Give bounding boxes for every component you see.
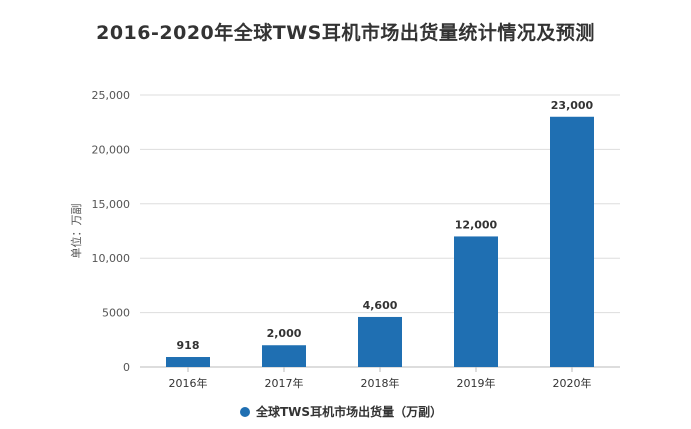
bar: [262, 345, 306, 367]
chart-title: 2016-2020年全球TWS耳机市场出货量统计情况及预测: [96, 22, 595, 44]
bar: [166, 357, 210, 367]
data-label: 918: [177, 339, 200, 352]
legend: 全球TWS耳机市场出货量（万副）: [240, 404, 442, 419]
y-tick-label: 10,000: [92, 252, 131, 265]
x-tick-label: 2020年: [553, 376, 592, 390]
y-tick-label: 5000: [102, 307, 130, 320]
bar: [550, 116, 594, 367]
x-tick-label: 2017年: [265, 376, 304, 390]
x-tick-label: 2019年: [457, 376, 496, 390]
y-tick-label: 25,000: [92, 89, 131, 102]
y-tick-label: 0: [123, 361, 130, 374]
y-axis-ticks: 0 5000 10,000 15,000 20,000 25,000: [92, 89, 131, 374]
x-tick-label: 2018年: [361, 376, 400, 390]
data-label: 12,000: [455, 218, 498, 231]
bars: 918 2,000 4,600 12,000 23,000: [166, 99, 594, 367]
bar: [358, 316, 402, 367]
y-tick-label: 20,000: [92, 143, 131, 156]
data-label: 23,000: [551, 99, 594, 112]
data-label: 4,600: [363, 299, 398, 312]
bar: [454, 236, 498, 367]
x-axis-ticks: 2016年 2017年 2018年 2019年 2020年: [169, 367, 592, 390]
data-label: 2,000: [267, 327, 302, 340]
legend-marker: [240, 407, 250, 417]
y-axis-label: 单位：万副: [69, 204, 83, 259]
legend-label: 全球TWS耳机市场出货量（万副）: [255, 404, 442, 419]
y-tick-label: 15,000: [92, 198, 131, 211]
x-tick-label: 2016年: [169, 376, 208, 390]
